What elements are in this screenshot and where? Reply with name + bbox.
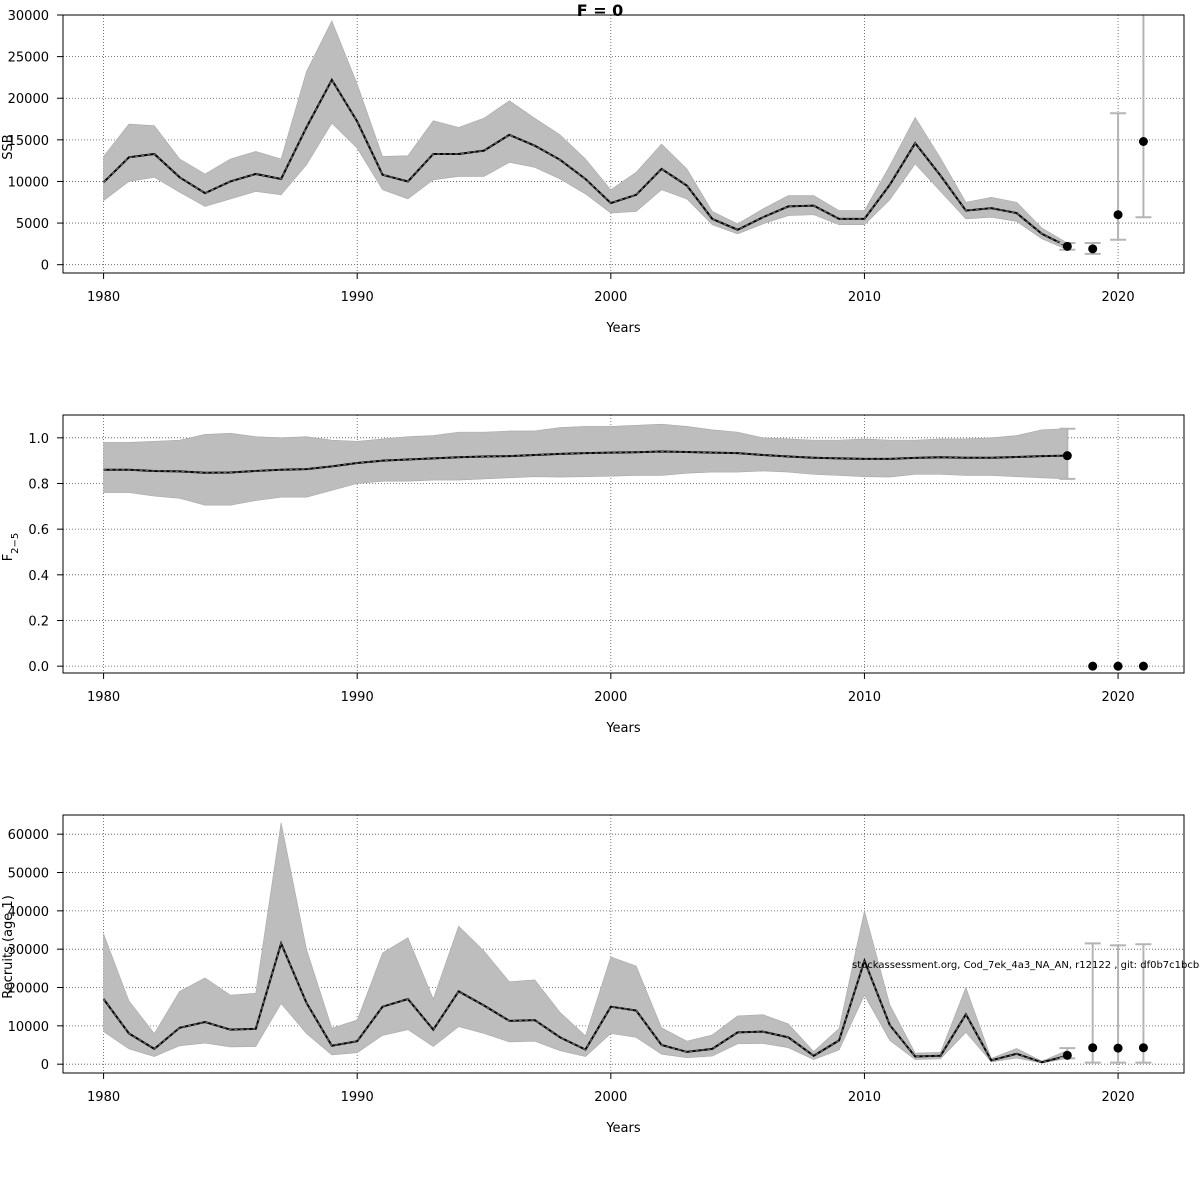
y-tick-label: 0.6 [28,523,49,538]
x-axis-title: Years [605,721,641,736]
plot-frame [62,414,1185,674]
forecast-point [1138,137,1148,147]
forecast-point [1062,1050,1072,1060]
y-tick-label: 0 [41,259,49,274]
y-tick-label: 1.0 [28,432,49,447]
x-tick-label: 2010 [848,690,881,705]
forecast-point [1088,661,1098,671]
y-tick-label: 0 [41,1058,49,1073]
y-tick-label: 30000 [8,9,49,24]
x-axis-title: Years [605,1121,641,1136]
y-tick-label: 30000 [8,943,49,958]
recruits-panel: 1980 1990 2000 2010 2020 0 10000 20000 30000 4000… [1,814,1185,1136]
x-tick-label: 1990 [341,690,374,705]
y-tick-label: 0.0 [28,660,49,675]
y-tick-label: 15000 [8,134,49,149]
y-tick-label: 25000 [8,51,49,66]
y-axis-title-subscript: 2−5 [10,533,21,554]
x-tick-label: 1990 [341,1090,374,1105]
y-tick-label: 40000 [8,905,49,920]
forecast-point [1113,1043,1123,1053]
forecast-point [1138,1043,1148,1053]
estimate-line-dashed [103,78,1068,247]
x-tick-label: 2010 [848,1090,881,1105]
x-tick-label: 1980 [87,290,120,305]
x-tick-label: 1980 [87,1090,120,1105]
fbar-panel: 1980 1990 2000 2010 2020 0.0 0.2 0.4 0.6 0.8 1.0 Ye… [1,414,1185,736]
x-tick-label: 1980 [87,690,120,705]
y-axis-title: Recruits (age 1) [1,895,16,999]
y-tick-label: 5000 [16,217,49,232]
y-tick-label: 20000 [8,92,49,107]
y-tick-label: 0.4 [28,569,49,584]
forecast-point [1088,244,1098,254]
y-tick-label: 0.8 [28,477,49,492]
plot-frame [62,14,1185,274]
chart-title: F = 0 [577,1,624,20]
x-axis-title: Years [605,321,641,336]
plot-frame [62,814,1185,1074]
forecast-point [1062,241,1072,251]
y-tick-label: 60000 [8,828,49,843]
y-tick-label: 20000 [8,982,49,997]
y-tick-label: 10000 [8,175,49,190]
confidence-band [103,20,1068,251]
estimate-line-dashed [103,941,1068,1063]
confidence-band [103,423,1068,506]
y-axis-title: SSB [1,134,16,159]
confidence-band [103,822,1068,1064]
x-tick-label: 2020 [1102,1090,1135,1105]
x-tick-label: 2000 [594,290,627,305]
estimate-line-dashed [103,451,1068,474]
x-tick-label: 1990 [341,290,374,305]
watermark-text: stockassessment.org, Cod_7ek_4a3_NA_AN, … [852,960,1200,971]
x-tick-label: 2020 [1102,690,1135,705]
x-tick-label: 2000 [594,690,627,705]
y-axis-title: F2−5 [1,533,21,562]
forecast-point [1088,1043,1098,1053]
forecast-point [1062,451,1072,461]
ssb-panel: 1980 1990 2000 2010 2020 0 5000 10000 15000 20000… [1,9,1185,336]
y-tick-label: 50000 [8,867,49,882]
y-tick-label: 10000 [8,1020,49,1035]
forecast-point [1113,210,1123,220]
y-tick-label: 0.2 [28,614,49,629]
forecast-point [1138,661,1148,671]
forecast-point [1113,661,1123,671]
x-tick-label: 2020 [1102,290,1135,305]
x-tick-label: 2000 [594,1090,627,1105]
x-tick-label: 2010 [848,290,881,305]
